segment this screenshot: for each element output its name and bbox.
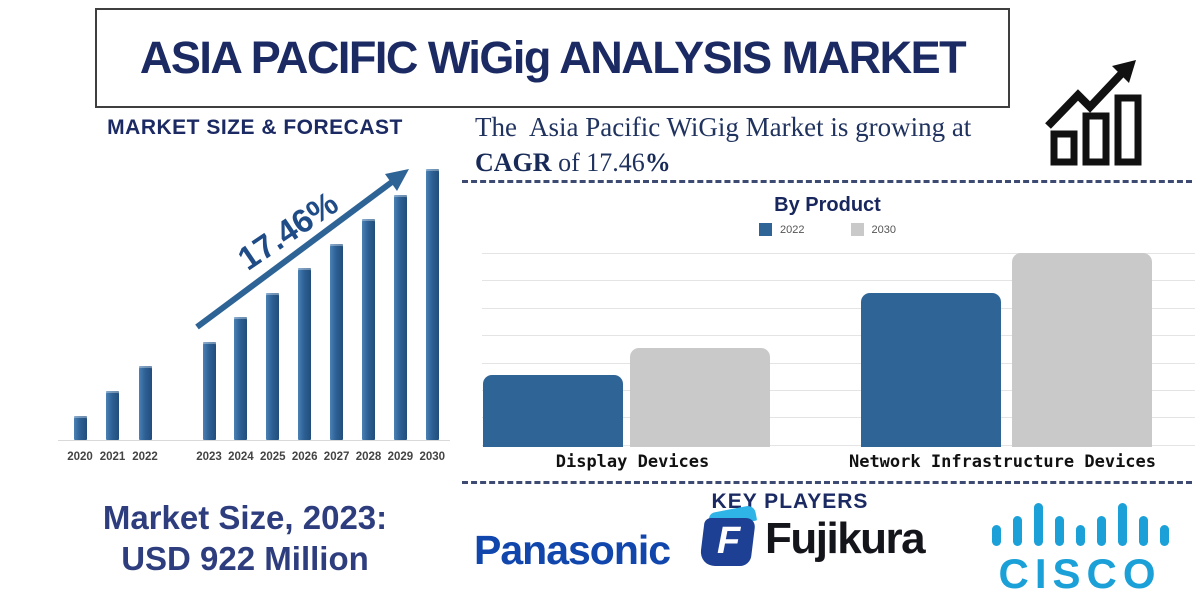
forecast-bar-2030 xyxy=(425,169,439,440)
gridline xyxy=(482,362,1195,364)
market-size-line1: Market Size, 2023: xyxy=(102,499,388,536)
legend-swatch-2022 xyxy=(759,223,773,236)
forecast-bar-2028 xyxy=(362,219,375,440)
divider-dashed-bottom xyxy=(462,481,1192,484)
percent-sign: % xyxy=(644,148,671,177)
byproduct-bar-2030-display xyxy=(630,348,770,447)
growth-statement-line1: The Asia Pacific WiGig Market is growing… xyxy=(475,112,972,142)
gridline xyxy=(482,307,1195,309)
byproduct-bar-2022-display xyxy=(483,375,623,447)
by-product-plot xyxy=(482,250,1195,447)
year-tick-label: 2022 xyxy=(132,451,158,463)
market-forecast-heading: MARKET SIZE & FORECAST xyxy=(107,116,403,139)
legend-swatch-2030 xyxy=(850,223,864,236)
year-tick-label: 2026 xyxy=(291,451,318,463)
year-tick-label: 2029 xyxy=(387,451,414,463)
gridline xyxy=(482,335,1195,337)
growth-statement: The Asia Pacific WiGig Market is growing… xyxy=(475,112,1065,178)
legend-item-2030: 2030 xyxy=(850,223,896,236)
growth-statement-line2: CAGR of 17.46% xyxy=(475,148,1065,178)
legend-label-2030: 2030 xyxy=(871,223,896,236)
gridline xyxy=(482,444,1195,446)
legend-item-2022: 2022 xyxy=(759,223,805,236)
byproduct-bar-2030-network xyxy=(1012,253,1152,447)
divider-dashed-top xyxy=(462,180,1192,183)
forecast-bar-2021 xyxy=(106,391,119,440)
fujikura-logo: F Fujikura xyxy=(699,504,926,566)
by-product-title: By Product xyxy=(774,194,881,216)
year-tick-label: 2028 xyxy=(355,451,382,463)
year-tick-label: 2025 xyxy=(260,451,286,463)
cisco-logo-bar xyxy=(1012,516,1022,546)
fujikura-f-icon: F xyxy=(699,504,758,566)
cisco-logo-bar xyxy=(1159,525,1169,546)
forecast-bar-2027 xyxy=(330,244,344,440)
forecast-bar-2025 xyxy=(266,293,280,440)
title-banner: ASIA PACIFIC WiGig ANALYSIS MARKET xyxy=(95,8,1010,108)
forecast-bar-2023 xyxy=(202,342,216,440)
cisco-wordmark: CISCO xyxy=(998,550,1162,597)
forecast-bar-2029 xyxy=(393,195,407,440)
market-forecast-chart: 2020 2021 2022 2023 2024 2025 2026 2027 2028 2029… xyxy=(58,160,450,463)
cisco-logo-bar xyxy=(1054,516,1064,546)
chart-baseline xyxy=(58,440,450,441)
cisco-logo-bar xyxy=(1075,525,1085,546)
panasonic-logo: Panasonic xyxy=(474,527,671,573)
forecast-bar-2026 xyxy=(298,268,312,440)
cagr-word: CAGR xyxy=(475,148,552,177)
year-tick-label: 2027 xyxy=(323,451,350,463)
forecast-bar-2024 xyxy=(234,317,248,440)
gridline xyxy=(482,417,1195,419)
forecast-bar-2022 xyxy=(138,366,152,440)
year-tick-label: 2021 xyxy=(99,451,126,463)
cisco-logo-bar xyxy=(1117,503,1127,546)
by-product-legend: 2022 2030 xyxy=(460,223,1195,236)
cagr-value: of 17.46 xyxy=(551,148,645,177)
fujikura-initial: F xyxy=(717,520,741,562)
year-tick-label: 2030 xyxy=(419,451,446,463)
year-tick-label: 2020 xyxy=(67,451,93,463)
cisco-logo-bar xyxy=(1033,503,1043,546)
cisco-logo-bar xyxy=(1138,516,1148,546)
fujikura-wordmark: Fujikura xyxy=(765,514,926,563)
gridline xyxy=(482,280,1195,282)
cagr-annotation: 17.46% xyxy=(230,183,345,278)
forecast-bar-2020 xyxy=(73,416,87,440)
cisco-logo-bar xyxy=(1096,516,1106,546)
legend-label-2022: 2022 xyxy=(780,223,805,236)
category-label-network-infrastructure-devices: Network Infrastructure Devices xyxy=(848,452,1157,472)
market-size-statement: Market Size, 2023: USD 922 Million xyxy=(45,497,445,579)
cisco-logo: CISCO xyxy=(960,501,1200,597)
gridline xyxy=(482,253,1195,254)
byproduct-bar-2022-network xyxy=(861,293,1001,447)
cisco-logo-bar xyxy=(991,525,1001,546)
growth-trend-icon xyxy=(1045,60,1142,166)
market-size-line2: USD 922 Million xyxy=(121,540,369,577)
page-title: ASIA PACIFIC WiGig ANALYSIS MARKET xyxy=(139,32,967,83)
gridline xyxy=(482,390,1195,391)
cisco-bridge-icon xyxy=(991,501,1169,546)
category-label-display-devices: Display Devices xyxy=(555,452,710,472)
year-tick-label: 2024 xyxy=(228,451,254,463)
year-tick-label: 2023 xyxy=(196,451,222,463)
